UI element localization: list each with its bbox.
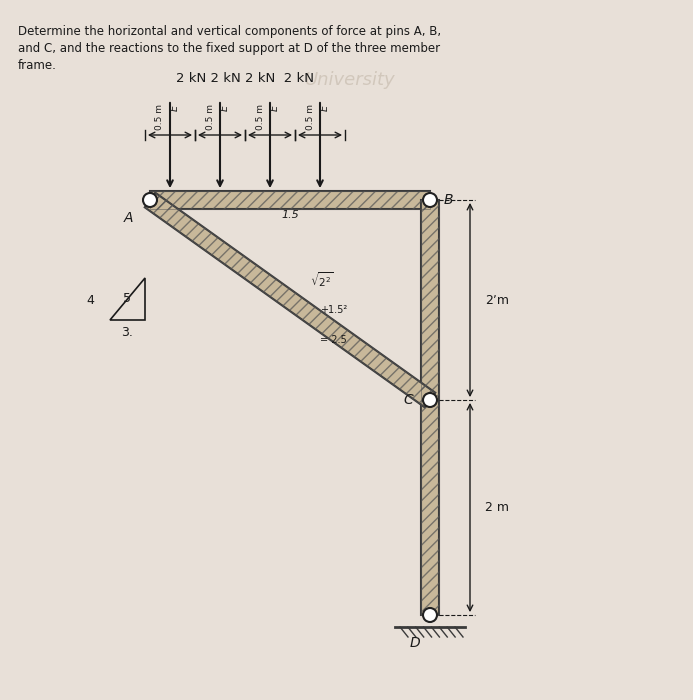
Text: 1.5: 1.5 [281, 210, 299, 220]
Text: E: E [220, 105, 230, 111]
Circle shape [423, 608, 437, 622]
Text: University: University [305, 71, 395, 89]
Text: D: D [410, 636, 421, 650]
Text: 0.5 m: 0.5 m [256, 104, 265, 130]
Polygon shape [421, 200, 439, 615]
Text: 2 kN 2 kN 2 kN  2 kN: 2 kN 2 kN 2 kN 2 kN [176, 71, 314, 85]
Text: 4: 4 [86, 293, 94, 307]
Text: 0.5 m: 0.5 m [206, 104, 215, 130]
Text: 3.: 3. [121, 326, 133, 339]
Text: 2 m: 2 m [485, 501, 509, 514]
Polygon shape [145, 193, 435, 407]
Text: E: E [170, 105, 180, 111]
Polygon shape [150, 191, 430, 209]
Text: 0.5 m: 0.5 m [306, 104, 315, 130]
Text: $\sqrt{2^2}$: $\sqrt{2^2}$ [310, 271, 334, 289]
Text: B: B [444, 193, 453, 207]
Text: and C, and the reactions to the fixed support at D of the three member: and C, and the reactions to the fixed su… [18, 42, 440, 55]
Circle shape [423, 393, 437, 407]
Text: C: C [403, 393, 413, 407]
Circle shape [143, 193, 157, 207]
Text: +1.5²: +1.5² [320, 305, 347, 315]
Text: = 2.5: = 2.5 [320, 335, 346, 345]
Text: frame.: frame. [18, 59, 57, 72]
Text: Determine the horizontal and vertical components of force at pins A, B,: Determine the horizontal and vertical co… [18, 25, 441, 38]
Text: 5: 5 [123, 291, 131, 304]
Text: 0.5 m: 0.5 m [155, 104, 164, 130]
Text: E: E [320, 105, 330, 111]
Text: 2ʼm: 2ʼm [485, 293, 509, 307]
Text: A: A [123, 211, 133, 225]
Circle shape [423, 193, 437, 207]
Text: E: E [270, 105, 280, 111]
